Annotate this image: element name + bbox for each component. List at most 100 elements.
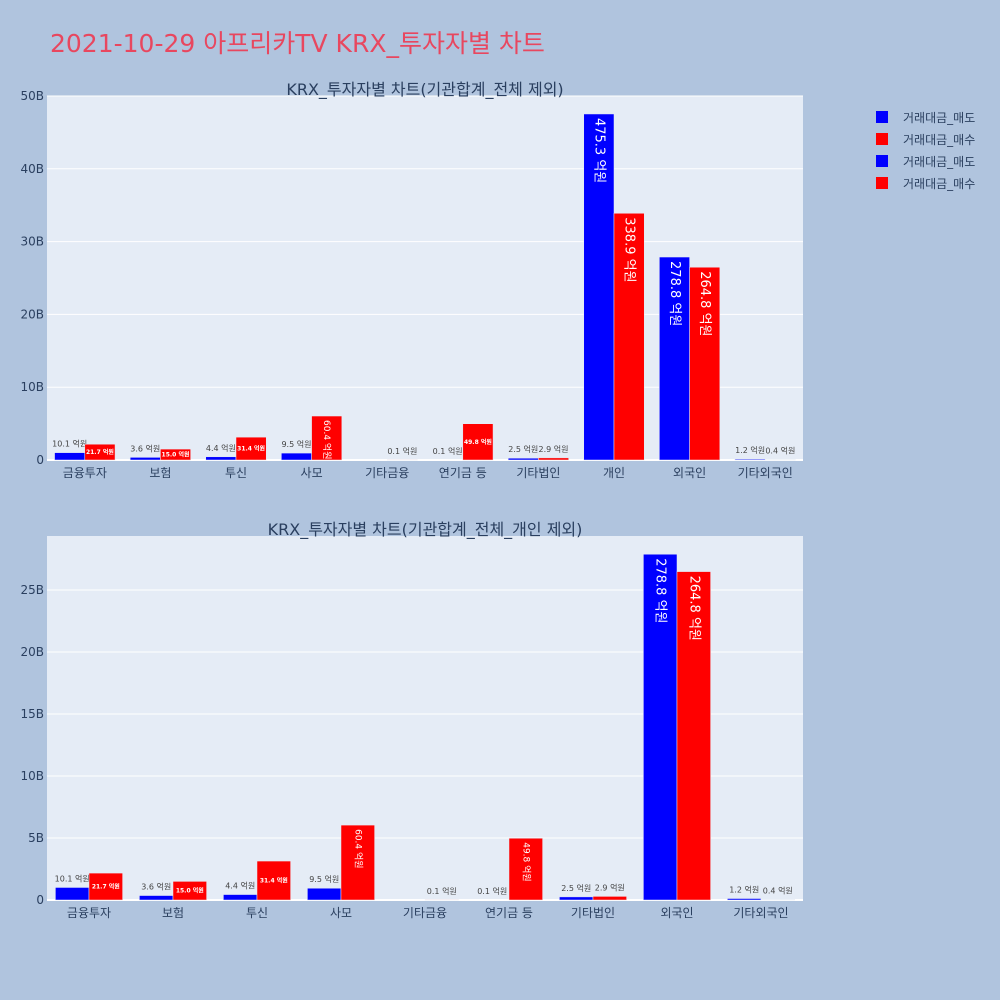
y-tick-label: 20B <box>20 307 44 321</box>
bar <box>507 457 539 461</box>
data-label: 4.4 억원 <box>225 881 255 891</box>
legend-item-buy-1[interactable]: 거래대금_매수 <box>876 128 975 150</box>
data-label: 49.8 억원 <box>520 842 532 881</box>
y-tick-label: 15B <box>20 707 44 721</box>
y-tick-label: 0 <box>36 453 44 467</box>
x-tick-label: 외국인 <box>673 466 706 480</box>
legend-label: 거래대금_매도 <box>903 110 976 125</box>
data-label: 338.9 억원 <box>622 217 637 282</box>
x-tick-label: 투신 <box>225 466 247 480</box>
bar <box>676 571 711 901</box>
chart-title: KRX_투자자별 차트(기관합계_전체_개인 제외) <box>268 520 583 540</box>
bar <box>88 872 123 901</box>
bar <box>734 458 766 461</box>
bar <box>54 452 86 461</box>
data-label: 21.7 억원 <box>86 448 114 456</box>
data-label: 31.4 억원 <box>237 445 265 453</box>
legend-label: 거래대금_매수 <box>903 132 976 147</box>
legend-item-buy-2[interactable]: 거래대금_매수 <box>876 172 975 194</box>
data-label: 264.8 억원 <box>686 576 701 641</box>
data-label: 2.9 억원 <box>595 882 625 892</box>
bar <box>689 266 721 461</box>
data-label: 60.4 억원 <box>321 420 333 459</box>
data-label: 475.3 억원 <box>591 118 606 183</box>
data-label: 10.1 억원 <box>52 439 87 449</box>
data-label: 0.1 억원 <box>427 886 457 896</box>
y-tick-label: 25B <box>20 583 44 597</box>
x-tick-label: 외국인 <box>660 906 693 920</box>
y-tick-label: 10B <box>20 769 44 783</box>
x-tick-label: 기타외국인 <box>733 906 788 920</box>
bar <box>256 860 291 901</box>
x-tick-label: 사모 <box>330 906 352 920</box>
legend-swatch <box>876 177 888 189</box>
page-title: 2021-10-29 아프리카TV KRX_투자자별 차트 <box>50 29 545 58</box>
chart-title: KRX_투자자별 차트(기관합계_전체 제외) <box>286 80 563 100</box>
bar <box>583 113 615 461</box>
data-label: 278.8 억원 <box>667 261 682 326</box>
legend-item-sell-2[interactable]: 거래대금_매도 <box>876 150 975 172</box>
bar <box>160 448 191 461</box>
x-tick-label: 기타법인 <box>516 466 560 480</box>
data-label: 0.1 억원 <box>433 446 463 456</box>
data-label: 9.5 억원 <box>281 439 311 449</box>
bar <box>592 896 627 901</box>
x-tick-label: 금융투자 <box>67 906 111 920</box>
legend-label: 거래대금_매수 <box>903 176 976 191</box>
data-label: 264.8 억원 <box>697 271 712 336</box>
data-label: 21.7 억원 <box>92 883 120 891</box>
data-label: 2.9 억원 <box>539 444 569 454</box>
x-tick-label: 개인 <box>603 466 625 480</box>
bar <box>223 894 258 901</box>
x-tick-label: 기타외국인 <box>738 466 793 480</box>
legend: 거래대금_매도 거래대금_매수 거래대금_매도 거래대금_매수 <box>876 106 975 194</box>
data-label: 0.1 억원 <box>387 446 417 456</box>
bar <box>311 415 343 461</box>
bar <box>508 837 543 901</box>
legend-item-sell-1[interactable]: 거래대금_매도 <box>876 106 975 128</box>
x-tick-label: 연기금 등 <box>485 906 533 920</box>
bar <box>659 256 690 461</box>
data-label: 2.5 억원 <box>561 883 591 893</box>
x-tick-label: 보험 <box>162 906 184 920</box>
y-tick-label: 30B <box>20 235 44 249</box>
x-tick-label: 기타금융 <box>403 906 447 920</box>
legend-swatch <box>876 155 888 167</box>
data-label: 3.6 억원 <box>130 443 160 453</box>
legend-label: 거래대금_매도 <box>903 154 976 169</box>
x-tick-label: 금융투자 <box>63 466 107 480</box>
bar <box>538 457 569 461</box>
bar <box>340 824 375 901</box>
x-tick-label: 연기금 등 <box>439 466 487 480</box>
bar <box>613 213 645 461</box>
data-label: 15.0 억원 <box>176 887 204 895</box>
data-label: 49.8 억원 <box>464 438 492 446</box>
y-tick-label: 40B <box>20 162 44 176</box>
data-label: 1.2 억원 <box>729 885 759 895</box>
bar <box>559 896 594 901</box>
x-tick-label: 보험 <box>149 466 171 480</box>
x-tick-label: 기타법인 <box>571 906 615 920</box>
bar <box>205 456 237 461</box>
y-tick-label: 5B <box>28 831 44 845</box>
data-label: 1.2 억원 <box>735 445 765 455</box>
bar <box>55 887 90 901</box>
y-tick-label: 20B <box>20 645 44 659</box>
x-tick-label: 투신 <box>246 906 268 920</box>
x-tick-label: 사모 <box>301 466 323 480</box>
data-label: 0.1 억원 <box>477 886 507 896</box>
data-label: 0.4 억원 <box>765 446 795 456</box>
bar <box>462 423 494 461</box>
bar <box>129 457 161 461</box>
y-tick-label: 10B <box>20 380 44 394</box>
bar <box>84 443 116 461</box>
bar <box>172 881 207 901</box>
bar <box>235 436 267 461</box>
y-tick-label: 50B <box>20 89 44 103</box>
bar <box>727 898 762 901</box>
bar <box>139 895 174 901</box>
bar <box>643 553 678 901</box>
data-label: 15.0 억원 <box>162 451 190 459</box>
data-label: 10.1 억원 <box>55 873 90 883</box>
